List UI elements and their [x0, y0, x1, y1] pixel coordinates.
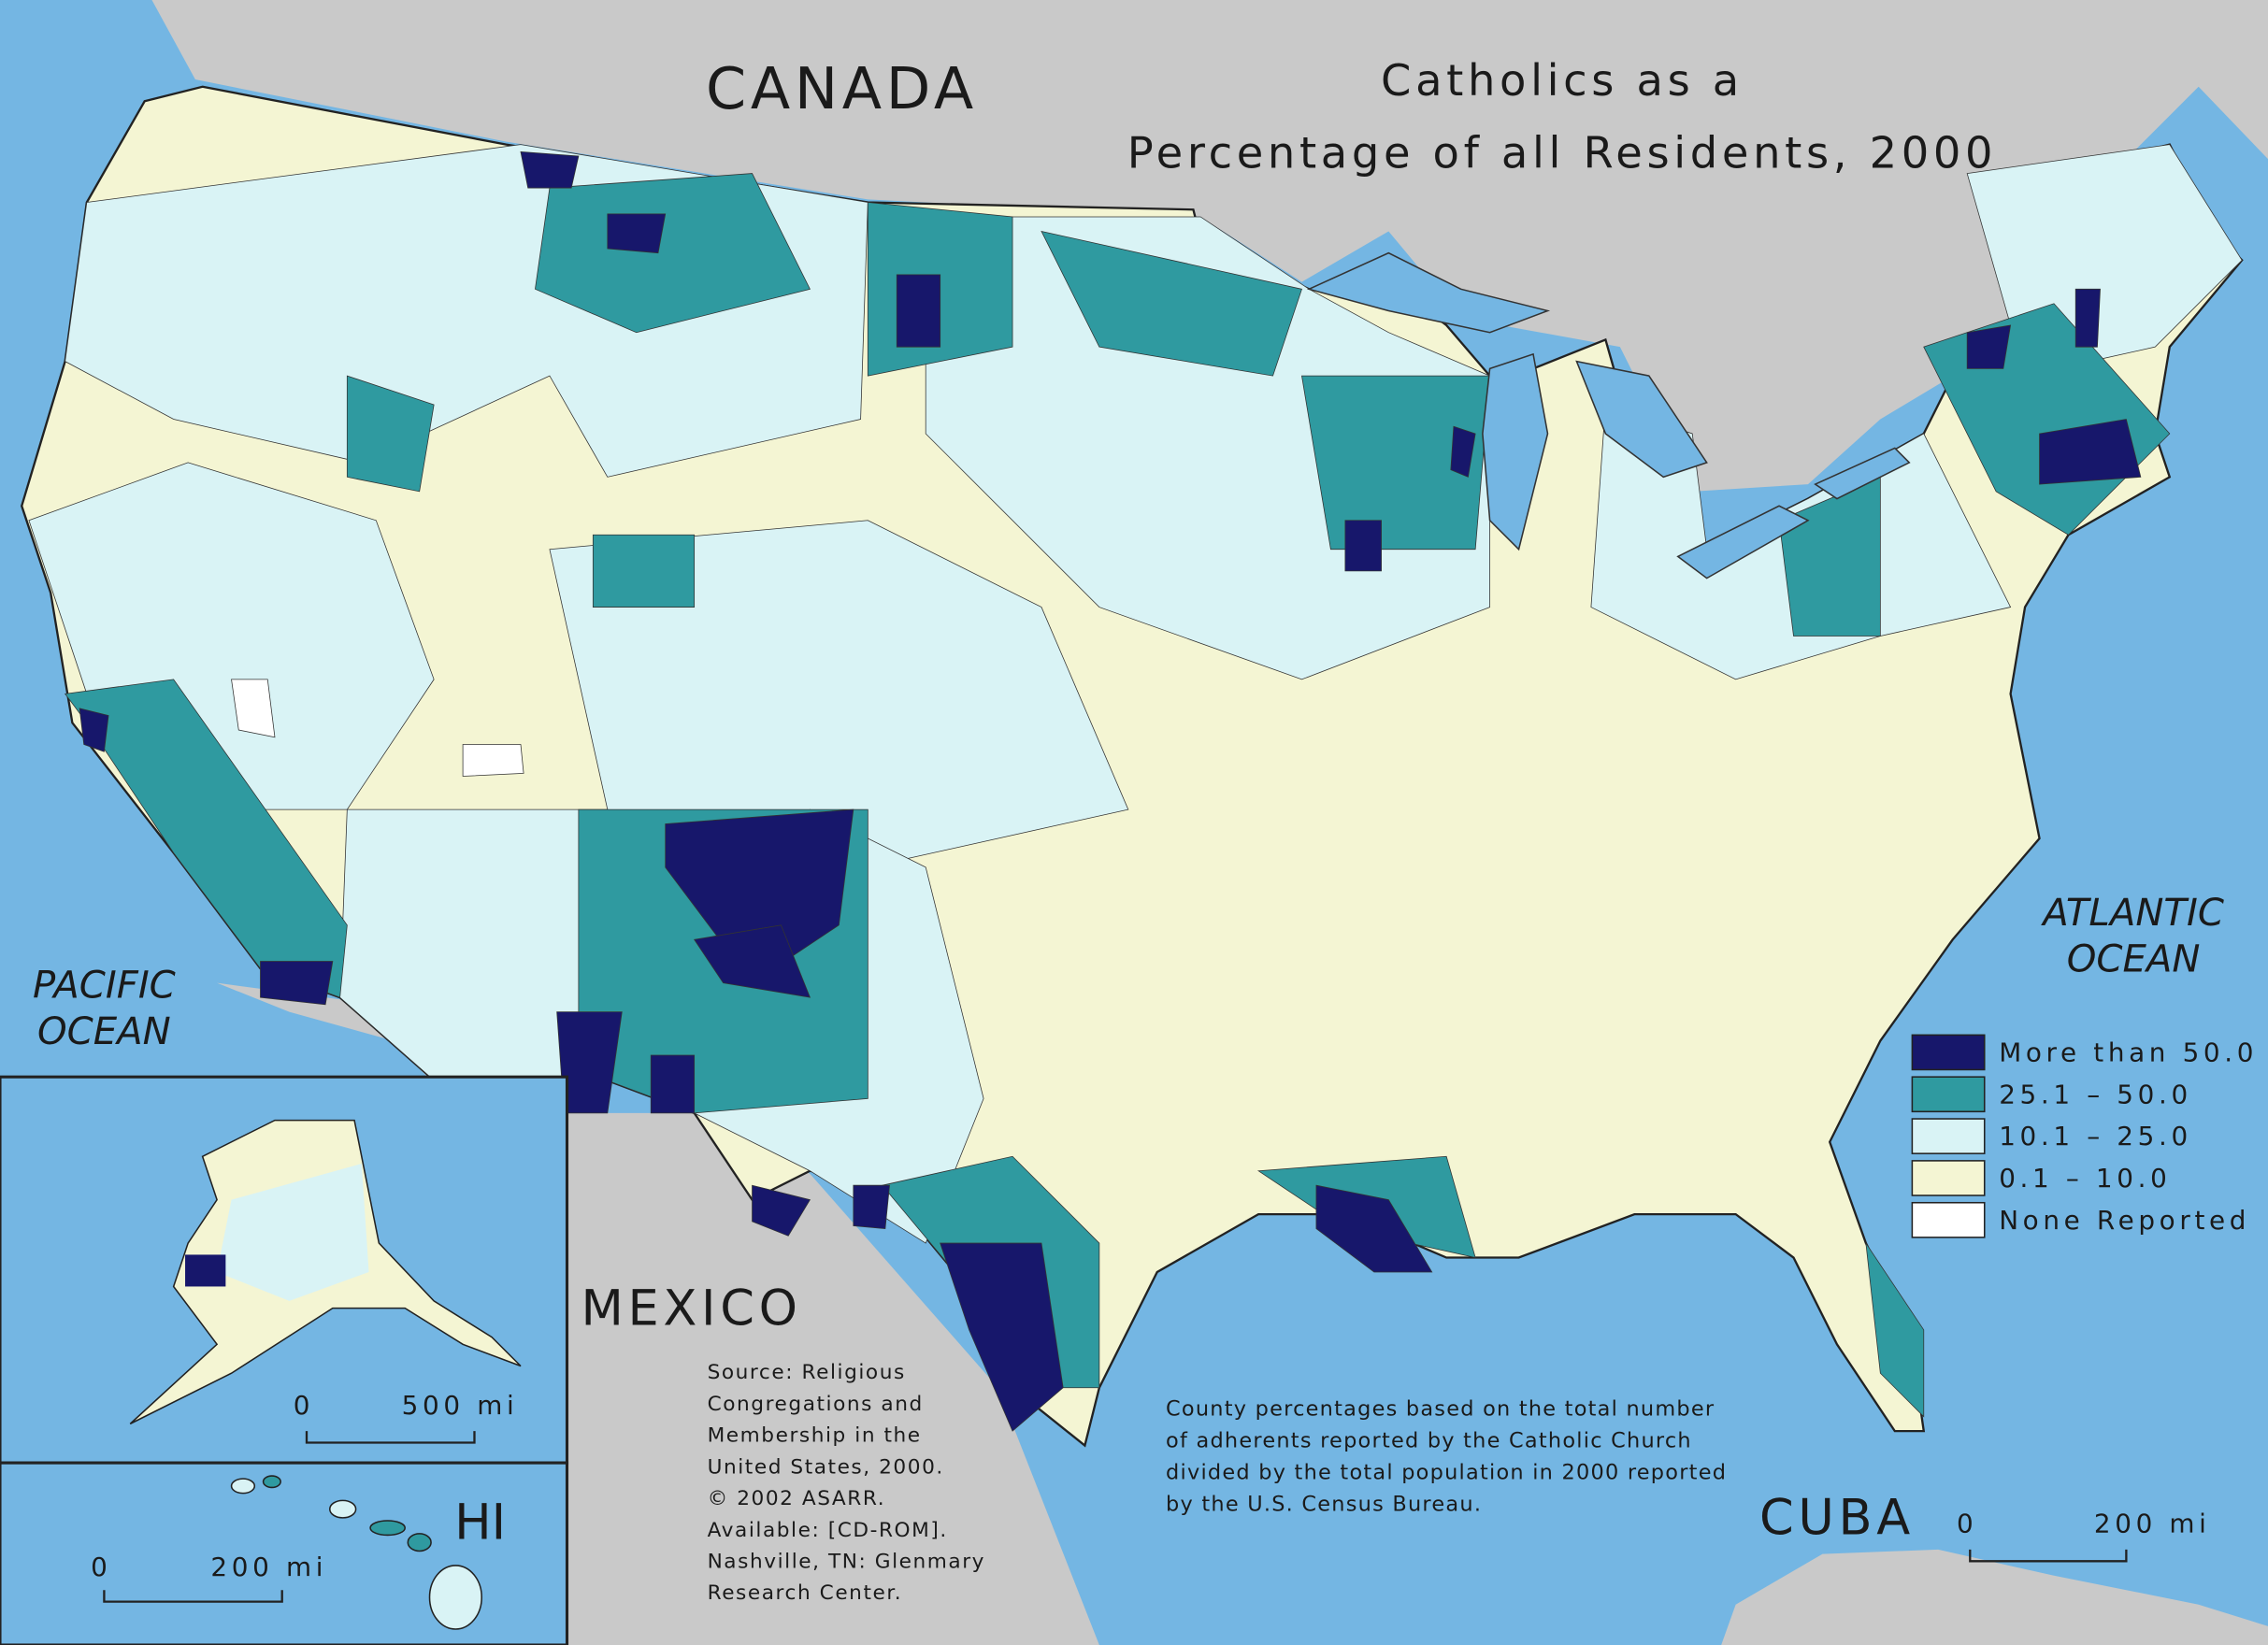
county-shade [462, 744, 524, 777]
source-line: Available: [CD-ROM]. [708, 1519, 948, 1542]
county-shade [853, 1184, 890, 1230]
legend-label: 10.1 – 25.0 [1999, 1121, 2192, 1152]
county-shade [940, 1242, 1064, 1432]
island [407, 1533, 432, 1552]
source-line: Congregations and [708, 1393, 924, 1416]
hawaii-islands [230, 1475, 482, 1630]
legend: More than 50.0 25.1 – 50.0 10.1 – 25.0 0.1 … [1911, 1034, 2258, 1238]
alaska-shade [217, 1163, 369, 1301]
source-line: © 2002 ASARR. [708, 1487, 886, 1510]
source-line: Source: Religious [708, 1361, 906, 1384]
legend-swatch [1911, 1118, 1986, 1154]
lake-superior [1306, 251, 1551, 334]
note-line: County percentages based on the total nu… [1166, 1396, 1715, 1421]
source-line: Research Center. [708, 1581, 903, 1605]
source-line: United States, 2000. [708, 1455, 944, 1479]
note-text: County percentages based on the total nu… [1166, 1396, 1727, 1516]
island [369, 1520, 406, 1537]
county-shade [79, 708, 109, 752]
note-line: divided by the total population in 2000 … [1166, 1460, 1727, 1484]
island [230, 1478, 256, 1495]
source-text: Source: Religious Congregations and Member… [708, 1361, 985, 1605]
county-shade [607, 213, 667, 254]
legend-swatch [1911, 1160, 1986, 1196]
ocean-label: PACIFIC [33, 964, 176, 1007]
scale-label: 0 [1957, 1509, 1977, 1539]
source-line: Nashville, TN: Glenmary [708, 1551, 985, 1574]
legend-swatch [1911, 1201, 1986, 1238]
county-shade [1041, 230, 1302, 377]
legend-label: None Reported [1999, 1205, 2250, 1236]
country-label: CANADA [706, 55, 978, 122]
county-shade [665, 808, 854, 984]
ocean-label: ATLANTIC [2040, 892, 2224, 935]
scale-bar [305, 1431, 476, 1444]
canada-land [86, 0, 2268, 492]
county-shade [896, 274, 941, 348]
lake-erie [1676, 505, 1810, 579]
mexico-land [217, 982, 1099, 1645]
county-shade [2074, 288, 2101, 348]
scale-bars [103, 1431, 2128, 1603]
legend-label: More than 50.0 [1999, 1037, 2258, 1067]
county-shade [1301, 375, 1491, 551]
legend-label: 0.1 – 10.0 [1999, 1163, 2171, 1194]
county-shade [1966, 324, 2012, 369]
scale-label: 0 [294, 1390, 314, 1421]
lake-michigan [1482, 352, 1549, 551]
county-shade [1315, 1184, 1433, 1273]
title: Percentage of all Residents, 2000 [1127, 128, 1998, 179]
scale-label: 500 mi [402, 1390, 519, 1421]
cuba-land [1721, 1549, 2268, 1645]
legend-swatch [1911, 1076, 1986, 1113]
lake-huron [1575, 360, 1708, 479]
title: Catholics as a [1381, 55, 1744, 106]
county-shade [231, 679, 276, 738]
county-shade [752, 1184, 811, 1237]
county-shade [2039, 419, 2142, 485]
great-lakes [1306, 251, 1911, 579]
legend-swatch [1911, 1034, 1986, 1071]
lake-ontario [1814, 447, 1911, 500]
scale-label: 200 mi [210, 1552, 327, 1582]
county-shading [28, 144, 2243, 1432]
note-line: by the U.S. Census Bureau. [1166, 1492, 1482, 1516]
county-shade [346, 375, 435, 493]
ocean-label: OCEAN [2067, 937, 2201, 980]
island [328, 1499, 357, 1519]
scale-bar [1969, 1549, 2128, 1563]
scale-bar [103, 1590, 283, 1603]
scale-label: 0 [91, 1552, 111, 1582]
county-shade [592, 534, 696, 608]
county-shade [650, 1054, 696, 1114]
alaska-shade [185, 1254, 226, 1287]
county-shade [520, 150, 580, 189]
ocean-label: OCEAN [37, 1010, 171, 1053]
country-label: CUBA [1759, 1490, 1915, 1547]
scale-label: 200 mi [2094, 1509, 2211, 1539]
county-shade [535, 173, 811, 334]
legend-label: 25.1 – 50.0 [1999, 1079, 2192, 1109]
country-label: MEXICO [581, 1280, 802, 1337]
note-line: of adherents reported by the Catholic Ch… [1166, 1428, 1692, 1452]
county-shade [693, 924, 811, 998]
state-label: HI [454, 1494, 506, 1551]
county-shade [1450, 425, 1476, 478]
county-shade [260, 961, 334, 1006]
island [428, 1565, 482, 1630]
island [262, 1475, 281, 1489]
county-shade [1865, 1242, 1925, 1418]
county-shade [1344, 520, 1382, 572]
source-line: Membership in the [708, 1424, 922, 1448]
